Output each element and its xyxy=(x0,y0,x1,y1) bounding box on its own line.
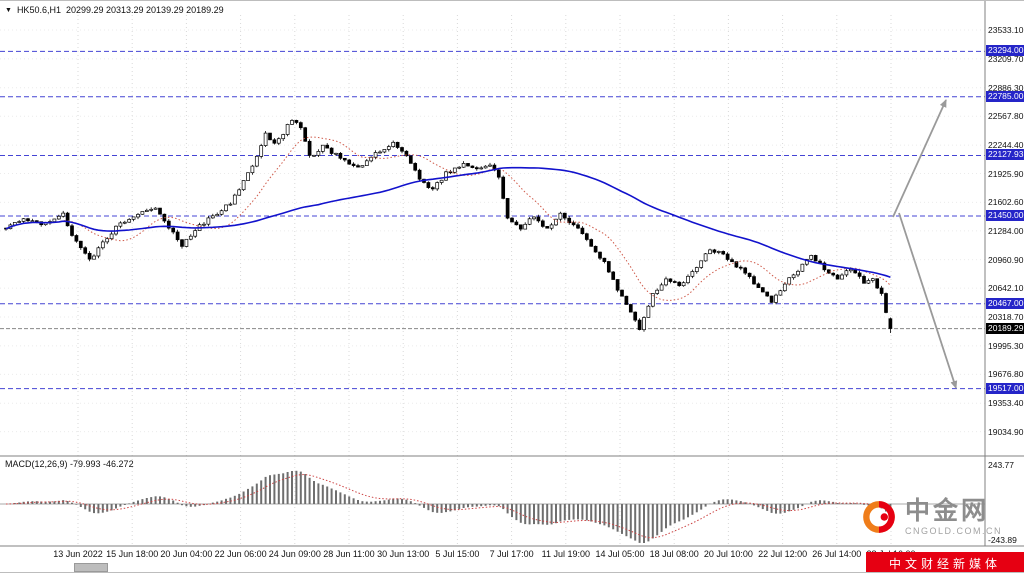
price-axis-label: 20318.70 xyxy=(988,312,1024,322)
cngold-tagline-text: 中文财经新媒体 xyxy=(888,556,1001,571)
symbol-collapse-icon: ▼ xyxy=(5,7,12,14)
price-axis-label: 19676.80 xyxy=(988,369,1024,380)
time-axis-label: 5 Jul 15:00 xyxy=(435,549,480,559)
symbol-ohlc: 20299.29 20313.29 20139.29 20189.29 xyxy=(65,5,224,15)
price-axis-label: 22244.40 xyxy=(988,140,1024,151)
macd-signal-line xyxy=(5,473,891,539)
time-axis-label: 7 Jul 17:00 xyxy=(489,549,534,559)
projection-arrow-up xyxy=(892,99,947,218)
symbol-name: HK50.6,H1 xyxy=(16,5,61,15)
price-axis-label: 23533.10 xyxy=(988,25,1024,35)
cngold-brand-text: 中金网 xyxy=(905,496,990,525)
time-axis-label: 22 Jul 12:00 xyxy=(758,549,808,559)
macd-axis-max: 243.77 xyxy=(988,460,1014,470)
projection-arrow-down xyxy=(898,212,958,389)
macd-indicator-label: MACD(12,26,9) -79.993 -46.272 xyxy=(5,459,134,469)
time-axis-label: 11 Jul 19:00 xyxy=(541,549,590,559)
price-axis-label: 19995.30 xyxy=(988,340,1024,351)
grid xyxy=(0,15,985,544)
support-resistance-lines xyxy=(0,50,985,390)
time-axis-label: 18 Jul 08:00 xyxy=(649,549,699,559)
ma-slow-line xyxy=(5,166,891,278)
current-price-badge: 20189.29 xyxy=(986,322,1024,334)
macd-axis-min: -243.89 xyxy=(988,535,1017,545)
price-axis-label: 21925.90 xyxy=(988,168,1024,179)
price-axis-label: 19034.90 xyxy=(988,426,1024,437)
price-level-badge: 21450.00 xyxy=(986,210,1024,221)
price-axis-label: 21602.60 xyxy=(988,197,1024,208)
price-axis-label: 20642.10 xyxy=(988,283,1024,294)
price-axis-label: 20960.90 xyxy=(988,254,1024,265)
price-axis[interactable]: 23533.10 23209.70 22886.30 22567.80 22244.40… xyxy=(985,1,1024,546)
time-axis-label: 30 Jun 13:00 xyxy=(377,549,430,559)
price-axis-label: 21284.00 xyxy=(988,225,1024,236)
time-axis-label: 20 Jun 04:00 xyxy=(160,549,213,559)
price-axis-label: 19353.40 xyxy=(988,398,1024,409)
time-axis-label: 15 Jun 18:00 xyxy=(106,549,159,559)
price-level-badge: 22127.93 xyxy=(986,149,1024,161)
time-axis-label: 14 Jul 05:00 xyxy=(595,549,645,559)
price-axis-label: 22567.80 xyxy=(988,111,1024,122)
time-axis-label: 24 Jun 09:00 xyxy=(268,549,321,559)
cngold-watermark: 中金网 CNGOLD.COM.CN xyxy=(860,498,1002,536)
cngold-logo-icon xyxy=(863,501,895,533)
time-axis-label: 26 Jul 14:00 xyxy=(812,549,862,559)
h-scrollbar-thumb[interactable] xyxy=(74,563,108,572)
price-level-badge: 22785.00 xyxy=(986,90,1024,102)
price-level-badge: 20467.00 xyxy=(986,297,1024,309)
ma-fast-line xyxy=(5,136,891,301)
cngold-domain-text: CNGOLD.COM.CN xyxy=(905,525,1003,536)
time-axis-label: 28 Jun 11:00 xyxy=(323,549,375,559)
time-axis-label: 22 Jun 06:00 xyxy=(214,549,267,559)
price-axis-label: 22886.30 xyxy=(988,82,1024,93)
cngold-tagline-bar: 中文财经新媒体 xyxy=(866,552,1024,572)
price-level-badge: 19517.00 xyxy=(986,382,1024,394)
time-axis-label: 20 Jul 10:00 xyxy=(703,549,753,559)
price-level-badge: 23294.00 xyxy=(986,45,1024,57)
price-axis-label: 23209.70 xyxy=(988,53,1024,64)
chart-symbol-info: ▼ HK50.6,H1 20299.29 20313.29 20139.29 2… xyxy=(5,5,224,16)
time-axis-label: 13 Jun 2022 xyxy=(53,549,103,559)
candlestick-series xyxy=(4,119,893,333)
macd-histogram xyxy=(9,470,892,543)
